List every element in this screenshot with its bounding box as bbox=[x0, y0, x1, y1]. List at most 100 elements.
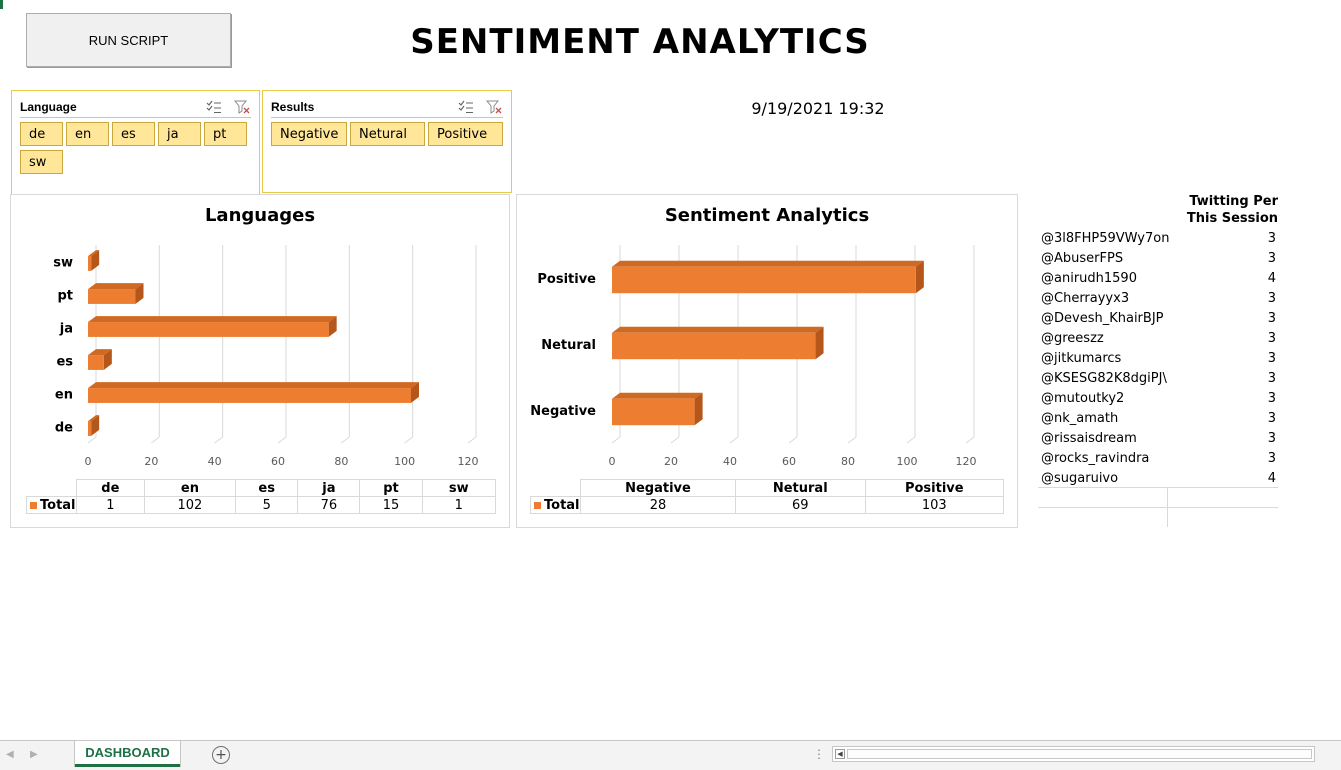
header-line-1: Twitting Per bbox=[1189, 194, 1278, 209]
bar bbox=[88, 256, 92, 271]
bar-top-face bbox=[612, 326, 824, 333]
tweet-count: 3 bbox=[1267, 330, 1276, 346]
splitter-handle-icon[interactable]: ⋮ bbox=[813, 747, 825, 761]
gridline-floor bbox=[467, 436, 477, 444]
bar bbox=[88, 322, 329, 337]
bar-side-face bbox=[91, 250, 100, 271]
bar-top-face bbox=[88, 349, 112, 356]
bar-top-face bbox=[612, 392, 703, 399]
clear-filter-icon[interactable] bbox=[485, 99, 503, 115]
tweet-count: 3 bbox=[1267, 390, 1276, 406]
gridline-floor bbox=[906, 436, 916, 444]
user-row: @Devesh_KhairBJP 3 bbox=[1038, 308, 1278, 328]
slicer-item-netural[interactable]: Netural bbox=[350, 122, 425, 146]
table-value-cell: 76 bbox=[297, 496, 361, 514]
bar-side-face bbox=[815, 326, 824, 360]
slicer-title: Results bbox=[271, 99, 315, 114]
slicer-item-es[interactable]: es bbox=[112, 122, 155, 146]
slicer-header: Language bbox=[20, 96, 251, 118]
gridline-floor bbox=[277, 436, 287, 444]
x-tick-label: 120 bbox=[956, 455, 977, 468]
table-value-cell: 5 bbox=[235, 496, 299, 514]
table-header-cell: de bbox=[76, 479, 145, 497]
user-handle: @jitkumarcs bbox=[1041, 350, 1122, 366]
user-row: @nk_amath 3 bbox=[1038, 408, 1278, 428]
gridline-floor bbox=[214, 436, 223, 444]
slicer-item-positive[interactable]: Positive bbox=[428, 122, 503, 146]
gridline-floor bbox=[404, 436, 413, 444]
user-handle: @KSESG82K8dgiPJ\ bbox=[1041, 370, 1167, 386]
y-category-label: Netural bbox=[541, 338, 596, 353]
x-tick-label: 60 bbox=[782, 455, 796, 468]
user-handle: @anirudh1590 bbox=[1041, 270, 1137, 286]
user-handle: @Cherrayyx3 bbox=[1041, 290, 1130, 306]
table-value-cell: 28 bbox=[580, 496, 736, 514]
y-category-label: en bbox=[55, 388, 73, 403]
users-table-header: Twitting Per This Session bbox=[1168, 193, 1278, 227]
table-value-cell: 1 bbox=[76, 496, 145, 514]
languages-chart-plot: 0 20 40 60 80 100 120 de en es ja pt sw bbox=[53, 245, 479, 468]
x-tick-label: 0 bbox=[85, 455, 92, 468]
sentiment-chart[interactable]: Sentiment Analytics 0 20 40 60 80 100 120 Negat… bbox=[516, 194, 1018, 528]
multi-select-icon[interactable] bbox=[205, 99, 223, 115]
clear-filter-icon[interactable] bbox=[233, 99, 251, 115]
y-category-label: pt bbox=[57, 289, 73, 304]
tweet-count: 3 bbox=[1267, 290, 1276, 306]
bar bbox=[88, 388, 411, 403]
bar-top-face bbox=[88, 316, 337, 323]
bar-top-face bbox=[88, 283, 144, 290]
slicer-item-pt[interactable]: pt bbox=[204, 122, 247, 146]
multi-select-icon[interactable] bbox=[457, 99, 475, 115]
table-header-cell: Positive bbox=[864, 479, 1005, 497]
slicer-item-de[interactable]: de bbox=[20, 122, 63, 146]
user-handle: @sugaruivo bbox=[1041, 470, 1119, 486]
user-handle: @3l8FHP59VWy7on bbox=[1041, 230, 1169, 246]
tweet-count: 3 bbox=[1267, 430, 1276, 446]
x-tick-label: 60 bbox=[271, 455, 285, 468]
languages-chart[interactable]: Languages 0 20 40 60 80 100 120 de en es ja pt sw de… bbox=[10, 194, 510, 528]
tweet-count: 4 bbox=[1267, 470, 1276, 486]
bar-side-face bbox=[91, 415, 100, 436]
x-tick-label: 100 bbox=[897, 455, 918, 468]
run-script-button[interactable]: RUN SCRIPT bbox=[26, 13, 231, 67]
slicer-item-sw[interactable]: sw bbox=[20, 150, 63, 174]
table-series-label: Total bbox=[26, 496, 77, 514]
y-category-label: sw bbox=[53, 256, 73, 271]
sheet-tab-dashboard[interactable]: DASHBOARD bbox=[75, 741, 180, 767]
user-row: @Cherrayyx3 3 bbox=[1038, 288, 1278, 308]
tweet-count: 3 bbox=[1267, 310, 1276, 326]
scroll-tabs-right-icon[interactable]: ▶ bbox=[30, 749, 38, 760]
table-header-cell: ja bbox=[297, 479, 361, 497]
scroll-left-icon[interactable]: ◀ bbox=[835, 749, 845, 759]
gridline-floor bbox=[151, 436, 160, 444]
slicer-item-ja[interactable]: ja bbox=[158, 122, 201, 146]
user-row: @KSESG82K8dgiPJ\ 3 bbox=[1038, 368, 1278, 388]
slicer-item-negative[interactable]: Negative bbox=[271, 122, 347, 146]
series-name: Total bbox=[40, 497, 76, 513]
horizontal-scrollbar[interactable]: ◀ bbox=[832, 746, 1315, 762]
sentiment-data-table: Negative Netural Positive Total 28 69 103 bbox=[530, 479, 1005, 514]
sentiment-chart-plot: 0 20 40 60 80 100 120 Negative Netural Positive bbox=[530, 245, 977, 468]
y-category-label: Negative bbox=[530, 404, 596, 419]
user-handle: @nk_amath bbox=[1041, 410, 1119, 426]
tweet-count: 3 bbox=[1267, 350, 1276, 366]
table-header-cell: sw bbox=[421, 479, 497, 497]
user-row: @rissaisdream 3 bbox=[1038, 428, 1278, 448]
add-sheet-icon[interactable]: + bbox=[212, 746, 230, 764]
scrollbar-thumb[interactable] bbox=[847, 749, 1312, 759]
dashboard-title: SENTIMENT ANALYTICS bbox=[410, 22, 870, 62]
legend-key bbox=[30, 501, 37, 509]
user-handle: @greeszz bbox=[1041, 330, 1104, 346]
bar-side-face bbox=[328, 316, 337, 337]
scroll-tabs-left-icon[interactable]: ◀ bbox=[6, 749, 14, 760]
bar bbox=[612, 332, 816, 360]
tweet-count: 4 bbox=[1267, 270, 1276, 286]
worksheet[interactable]: RUN SCRIPT SENTIMENT ANALYTICS 9/19/2021… bbox=[0, 0, 1341, 740]
bar bbox=[612, 266, 916, 294]
bar bbox=[88, 289, 136, 304]
table-header-cell: Negative bbox=[580, 479, 736, 497]
bar bbox=[88, 355, 104, 370]
slicer-item-en[interactable]: en bbox=[66, 122, 109, 146]
user-row: @greeszz 3 bbox=[1038, 328, 1278, 348]
x-tick-label: 80 bbox=[334, 455, 348, 468]
